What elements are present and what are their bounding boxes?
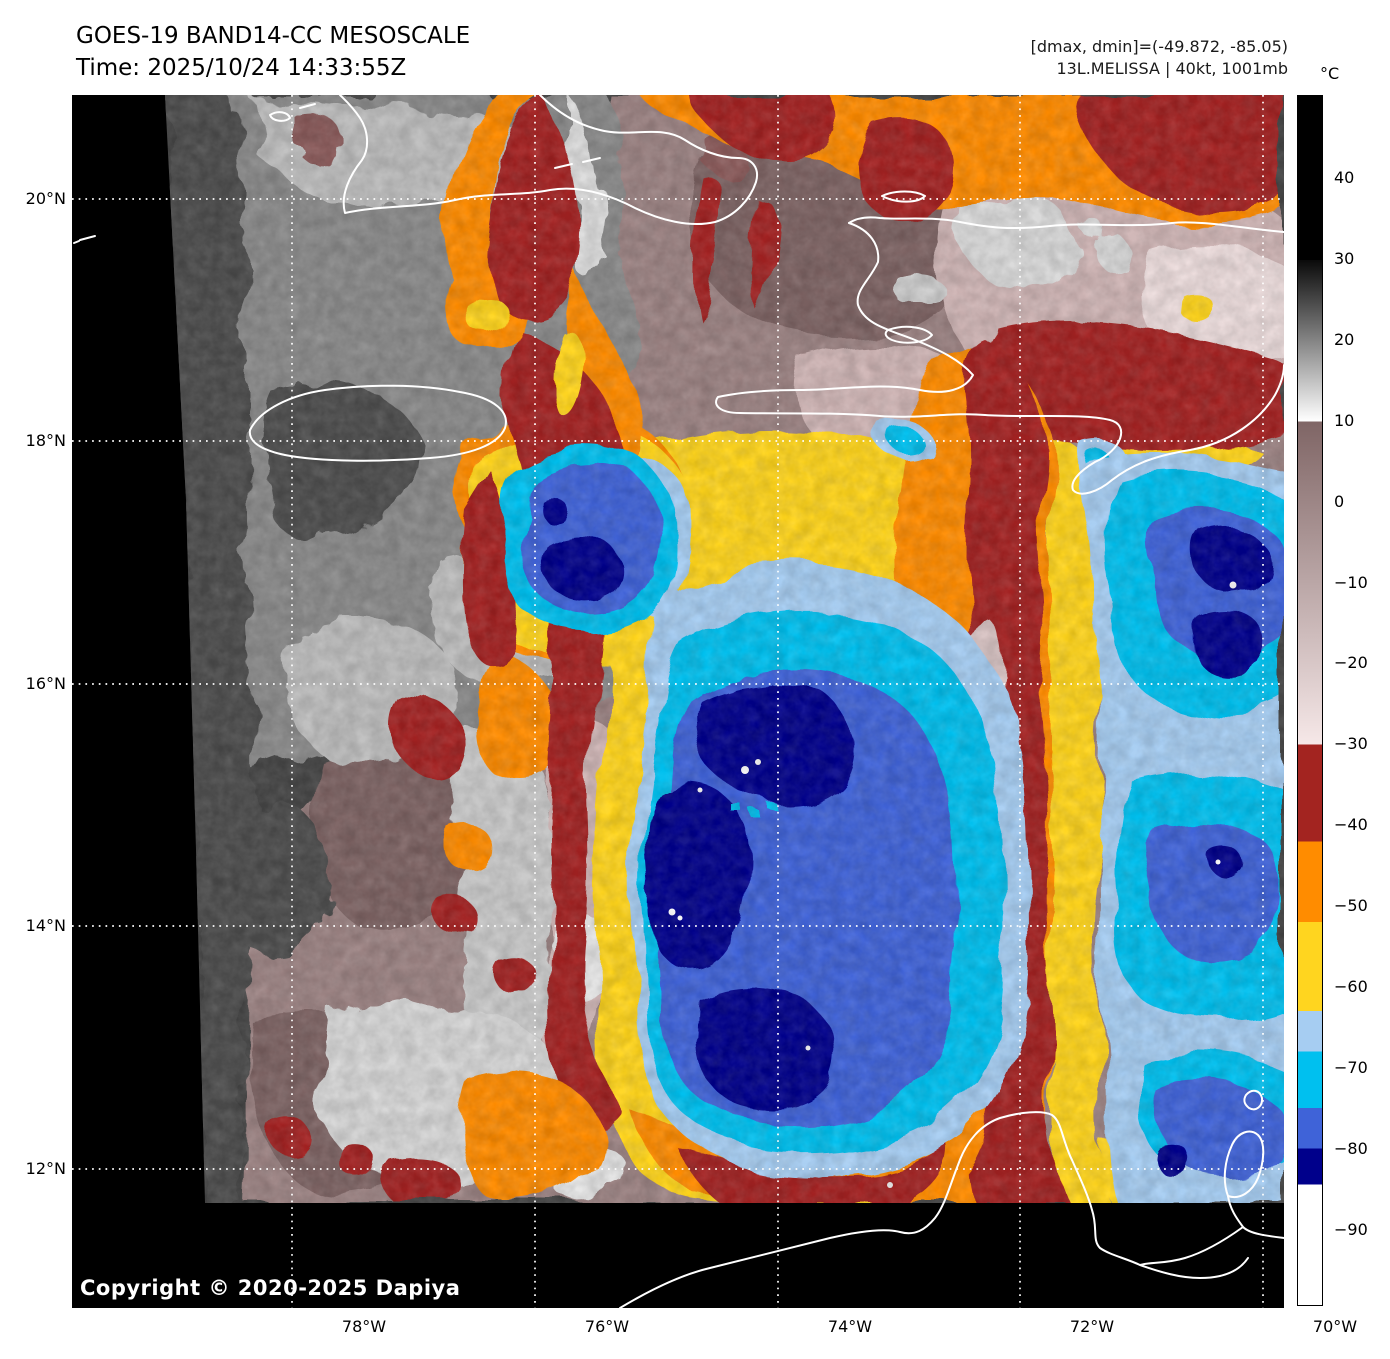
latitude-tick-label: 12°N xyxy=(25,1159,66,1178)
colorbar-tick-label: −70 xyxy=(1334,1057,1368,1077)
annotation-block: [dmax, dmin]=(-49.872, -85.05) 13L.MELIS… xyxy=(1031,36,1288,80)
coastline-cuba xyxy=(339,95,758,225)
colorbar-tick-label: −10 xyxy=(1334,572,1368,592)
latitude-tick-label: 16°N xyxy=(25,674,66,693)
colorbar-tick-label: −90 xyxy=(1334,1219,1368,1239)
colorbar-tick-label: −30 xyxy=(1334,734,1368,754)
colorbar-tick-label: 40 xyxy=(1334,168,1355,187)
temperature-colorbar xyxy=(1297,95,1323,1306)
copyright-watermark: Copyright © 2020-2025 Dapiya xyxy=(80,1276,461,1300)
satellite-image xyxy=(72,95,1284,1308)
colorbar-tick-label: −40 xyxy=(1334,815,1368,835)
data-region xyxy=(165,95,1284,1203)
longitude-tick-label: 74°W xyxy=(827,1317,873,1336)
page-title: GOES-19 BAND14-CC MESOSCALE xyxy=(76,23,471,49)
colorbar-tick-label: 10 xyxy=(1334,410,1355,430)
latitude-tick-label: 18°N xyxy=(25,431,66,450)
graticule xyxy=(72,95,1284,1308)
colorbar-unit-label: °C xyxy=(1320,64,1340,83)
longitude-tick-label: 70°W xyxy=(1312,1317,1358,1336)
coastline-tortuga xyxy=(881,190,926,203)
coastline-south-america xyxy=(619,1111,1249,1308)
colorbar-tick-label: 20 xyxy=(1334,329,1355,349)
title-block: GOES-19 BAND14-CC MESOSCALE Time: 2025/1… xyxy=(76,20,470,84)
latitude-tick-label: 14°N xyxy=(25,916,66,935)
colorbar-tick-label: 30 xyxy=(1334,248,1355,268)
coastline-aruba xyxy=(1243,1089,1264,1111)
satellite-map xyxy=(72,95,1284,1308)
colorbar-tick-label: −50 xyxy=(1334,896,1368,916)
latitude-tick-label: 20°N xyxy=(25,189,66,208)
colorbar-tick-label: −80 xyxy=(1334,1138,1368,1158)
colorbar-tick-label: 0 xyxy=(1334,491,1345,511)
storm-status-readout: 13L.MELISSA | 40kt, 1001mb xyxy=(1056,59,1288,78)
coastline-cayman xyxy=(79,235,96,241)
longitude-tick-label: 76°W xyxy=(584,1317,630,1336)
dmax-dmin-readout: [dmax, dmin]=(-49.872, -85.05) xyxy=(1030,37,1288,56)
longitude-tick-label: 72°W xyxy=(1069,1317,1115,1336)
coastline-jamaica xyxy=(248,384,507,462)
longitude-tick-label: 78°W xyxy=(341,1317,387,1336)
colorbar-tick-label: −60 xyxy=(1334,977,1368,996)
colorbar-tick-label: −20 xyxy=(1334,653,1368,673)
coastline-gonave xyxy=(884,325,933,344)
coastlines xyxy=(73,95,1284,1308)
timestamp: Time: 2025/10/24 14:33:55Z xyxy=(76,55,407,81)
